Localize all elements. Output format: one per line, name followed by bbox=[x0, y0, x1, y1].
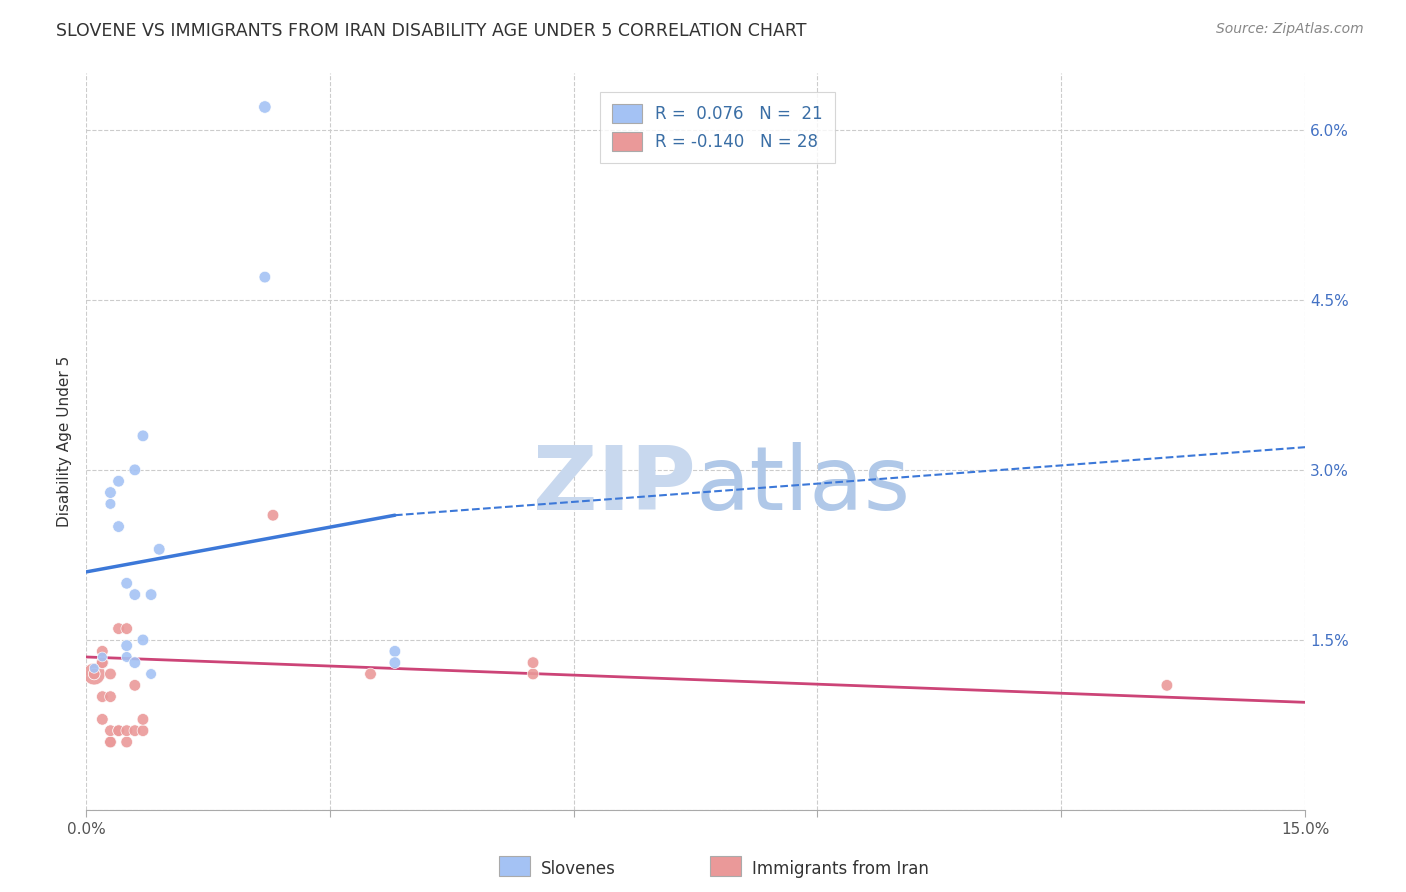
Text: ZIP: ZIP bbox=[533, 442, 696, 529]
Point bbox=[91, 712, 114, 726]
Point bbox=[253, 270, 276, 285]
Point bbox=[100, 735, 122, 749]
Point bbox=[107, 622, 129, 636]
Text: Source: ZipAtlas.com: Source: ZipAtlas.com bbox=[1216, 22, 1364, 37]
Point bbox=[91, 644, 114, 658]
Point bbox=[522, 656, 544, 670]
Point bbox=[132, 632, 155, 647]
Point bbox=[384, 644, 406, 658]
Point bbox=[107, 723, 129, 738]
Point bbox=[115, 735, 138, 749]
Point bbox=[100, 690, 122, 704]
Point bbox=[91, 656, 114, 670]
Point bbox=[83, 667, 105, 681]
Point bbox=[262, 508, 284, 523]
Text: SLOVENE VS IMMIGRANTS FROM IRAN DISABILITY AGE UNDER 5 CORRELATION CHART: SLOVENE VS IMMIGRANTS FROM IRAN DISABILI… bbox=[56, 22, 807, 40]
Point bbox=[83, 661, 105, 675]
Point bbox=[115, 622, 138, 636]
Point bbox=[132, 712, 155, 726]
Text: atlas: atlas bbox=[696, 442, 911, 529]
Point bbox=[384, 656, 406, 670]
Point bbox=[83, 667, 105, 681]
Point bbox=[115, 639, 138, 653]
Point bbox=[100, 485, 122, 500]
Point bbox=[91, 690, 114, 704]
Point bbox=[100, 723, 122, 738]
Point bbox=[124, 463, 146, 477]
Point bbox=[83, 667, 105, 681]
Point bbox=[115, 650, 138, 665]
Point bbox=[124, 588, 146, 602]
Point bbox=[91, 650, 114, 665]
Point bbox=[132, 723, 155, 738]
Point bbox=[124, 656, 146, 670]
Point bbox=[115, 723, 138, 738]
Point bbox=[124, 723, 146, 738]
Point bbox=[1156, 678, 1178, 692]
Point bbox=[132, 429, 155, 443]
Text: Immigrants from Iran: Immigrants from Iran bbox=[752, 860, 929, 878]
Point bbox=[100, 497, 122, 511]
Y-axis label: Disability Age Under 5: Disability Age Under 5 bbox=[58, 356, 72, 527]
Text: Slovenes: Slovenes bbox=[541, 860, 616, 878]
Point bbox=[139, 588, 162, 602]
Point bbox=[107, 474, 129, 488]
Point bbox=[522, 667, 544, 681]
Point bbox=[124, 678, 146, 692]
Point bbox=[107, 723, 129, 738]
Point bbox=[115, 576, 138, 591]
Point bbox=[100, 667, 122, 681]
Point bbox=[100, 735, 122, 749]
Point bbox=[148, 542, 170, 557]
Legend: R =  0.076   N =  21, R = -0.140   N = 28: R = 0.076 N = 21, R = -0.140 N = 28 bbox=[600, 93, 835, 162]
Point bbox=[107, 519, 129, 533]
Point bbox=[91, 656, 114, 670]
Point bbox=[253, 100, 276, 114]
Point bbox=[360, 667, 382, 681]
Point bbox=[139, 667, 162, 681]
